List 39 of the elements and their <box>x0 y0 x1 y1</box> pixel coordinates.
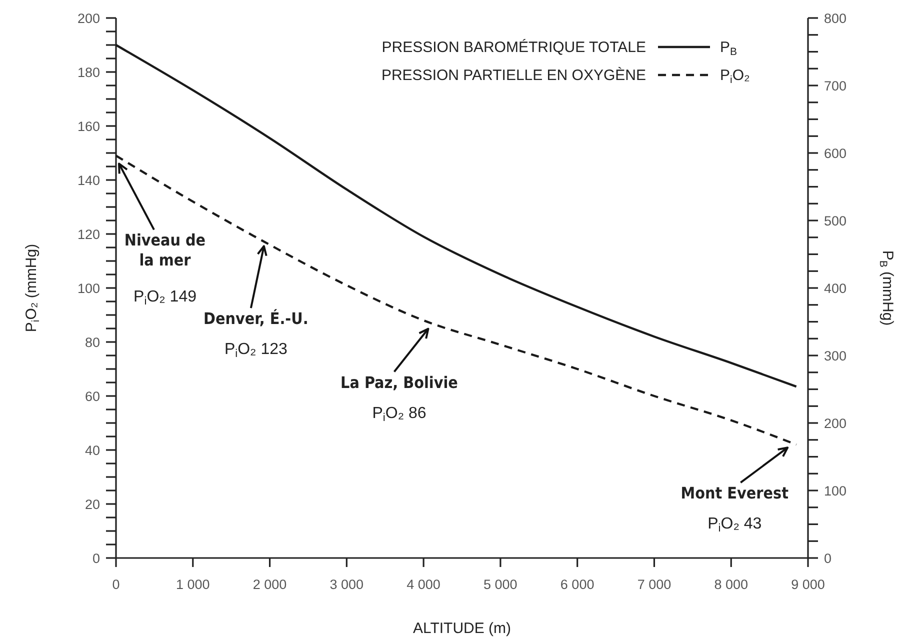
annotation: Niveau de la mer P$_{i}$O₂ 149 <box>124 230 206 308</box>
y-tick-label: 120 <box>77 227 100 242</box>
y-tick-label: 20 <box>84 497 100 512</box>
legend-label: PRESSION PARTIELLE EN OXYGÈNE <box>381 66 646 84</box>
x-tick-label: 6 000 <box>560 577 594 592</box>
y2-tick-label: 800 <box>824 11 847 26</box>
y2-tick-label: 600 <box>824 146 847 161</box>
y-tick-label: 60 <box>84 389 100 404</box>
y-tick-label: 0 <box>92 551 100 566</box>
y2-tick-label: 200 <box>824 416 847 431</box>
x-axis-title: ALTITUDE (m) <box>412 620 512 637</box>
annotation: P$_{B}$ <box>720 39 738 58</box>
y-tick-label: 80 <box>84 335 100 350</box>
x-tick-label: 8 000 <box>714 577 748 592</box>
y-tick-label: 160 <box>77 119 100 134</box>
y2-tick-label: 500 <box>824 214 847 228</box>
annotation: P$_{i}$O₂ <box>720 67 750 86</box>
annotation: Mont Everest P$_{i}$O₂ 43 <box>680 484 789 534</box>
x-tick-label: 3 000 <box>330 577 364 592</box>
x-tick-label: 7 000 <box>637 577 672 592</box>
annotation: Denver, É.-U. P$_{i}$O₂ 123 <box>204 309 308 360</box>
x-tick-label: 5 000 <box>484 577 518 592</box>
x-tick-label: 4 000 <box>406 577 440 592</box>
y2-tick-label: 0 <box>824 551 832 566</box>
x-tick-label: 1 000 <box>176 577 210 592</box>
y-tick-label: 40 <box>84 443 100 458</box>
x-tick-label: 9 000 <box>791 577 825 592</box>
y-tick-label: 100 <box>77 281 100 296</box>
y2-tick-label: 300 <box>824 348 847 364</box>
legend-label: PRESSION BAROMÉTRIQUE TOTALE <box>382 38 646 56</box>
y2-tick-label: 400 <box>824 281 847 296</box>
y2-tick-label: 100 <box>824 484 847 498</box>
y-tick-label: 200 <box>77 11 100 26</box>
x-tick-label: 2 000 <box>252 577 287 592</box>
y-tick-label: 180 <box>77 65 100 80</box>
x-tick-label: 0 <box>112 577 120 592</box>
y-tick-label: 140 <box>77 173 100 188</box>
y2-tick-label: 700 <box>824 78 847 94</box>
annotation: La Paz, Bolivie P$_{i}$O₂ 86 <box>340 372 458 424</box>
